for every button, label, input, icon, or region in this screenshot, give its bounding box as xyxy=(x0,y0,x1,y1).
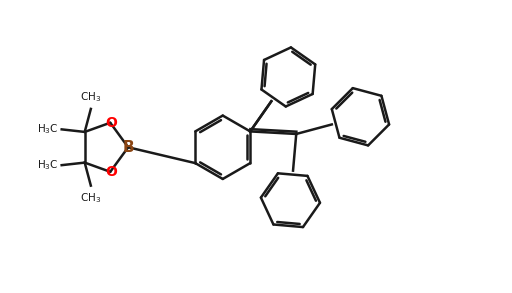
Text: O: O xyxy=(105,116,117,130)
Text: B: B xyxy=(122,140,134,155)
Text: CH$_3$: CH$_3$ xyxy=(80,90,101,104)
Text: O: O xyxy=(105,165,117,179)
Text: H$_3$C: H$_3$C xyxy=(36,122,58,136)
Text: CH$_3$: CH$_3$ xyxy=(80,191,101,205)
Text: H$_3$C: H$_3$C xyxy=(36,158,58,172)
